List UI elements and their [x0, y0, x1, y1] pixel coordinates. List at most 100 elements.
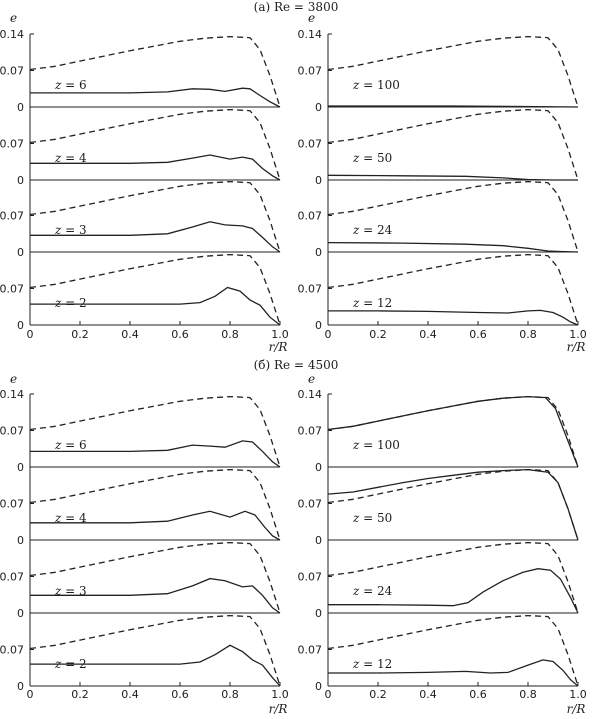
x-tick-label: 0.6	[469, 328, 487, 341]
x-tick-label: 0.4	[121, 688, 139, 701]
y-tick-label: 0.07	[298, 425, 323, 438]
profile-curve-solid	[328, 659, 579, 687]
reference-curve-dashed	[29, 108, 281, 181]
panel: 0.07 0 z = 4	[0, 108, 281, 187]
y-axis-label: e	[308, 11, 315, 25]
panel: 0.07 0 z = 24	[298, 180, 579, 259]
x-tick-label: 0.4	[419, 688, 437, 701]
x-tick-label: 1.0	[271, 328, 289, 341]
panel-label: z = 100	[352, 78, 400, 92]
y-tick-label: 0.07	[298, 571, 323, 584]
panel: 0.07 0 z = 50	[298, 468, 579, 547]
y-tick-label: 0	[17, 461, 24, 474]
panel: 0.14 0.07 0 z = 100	[298, 28, 579, 114]
reference-curve-dashed	[327, 35, 579, 108]
panel-label: z = 2	[54, 296, 87, 310]
x-tick-label: 1.0	[569, 328, 587, 341]
y-tick-label: 0.07	[298, 210, 323, 223]
y-axis-label: e	[10, 372, 17, 386]
y-tick-label: 0	[17, 246, 24, 259]
profile-curve-solid	[30, 644, 281, 687]
reference-curve-dashed	[29, 35, 281, 108]
y-tick-label: 0.07	[298, 498, 323, 511]
y-axis-label: e	[308, 372, 315, 386]
profile-curve-solid	[328, 568, 579, 614]
panel: 0.07 0 z = 2	[0, 614, 281, 693]
x-tick-label: 0.8	[221, 328, 239, 341]
y-tick-label: 0	[17, 534, 24, 547]
x-tick-label: 0	[27, 688, 34, 701]
x-tick-label: 0.8	[519, 688, 537, 701]
x-tick-label: 0	[325, 328, 332, 341]
y-tick-label: 0	[315, 319, 322, 332]
reference-curve-dashed	[29, 253, 281, 326]
panel: 0.14 0.07 0 z = 6	[0, 388, 281, 474]
profile-curve-solid	[327, 174, 578, 181]
x-tick-label: 0.6	[171, 688, 189, 701]
y-tick-label: 0	[17, 607, 24, 620]
y-tick-label: 0.07	[0, 498, 24, 511]
panel: 0.07 0 z = 3	[0, 541, 281, 620]
panel: 0.14 0.07 0 z = 6	[0, 28, 281, 114]
panel-label: z = 4	[54, 511, 87, 525]
profile-curve-solid	[328, 309, 579, 326]
panel-label: z = 6	[54, 438, 87, 452]
x-tick-label: 0.6	[171, 328, 189, 341]
y-tick-label: 0.07	[298, 283, 323, 296]
x-axis-label: r/R	[567, 702, 586, 716]
y-tick-label: 0	[17, 101, 24, 114]
panel: 0.07 0 z = 4	[0, 468, 281, 547]
x-tick-label: 1.0	[569, 688, 587, 701]
reference-curve-dashed	[327, 108, 579, 181]
chart-title: (a) Re = 3800	[254, 0, 339, 14]
panel: 0.07 0 z = 12	[298, 614, 579, 693]
profile-curve-solid	[327, 395, 579, 468]
x-tick-label: 0.4	[121, 328, 139, 341]
x-axis-label: r/R	[269, 340, 288, 354]
reference-curve-dashed	[327, 541, 579, 614]
x-tick-label: 0	[27, 328, 34, 341]
panel-label: z = 24	[352, 584, 393, 598]
panel: 0.07 0 z = 50	[298, 108, 579, 187]
y-tick-label: 0	[17, 680, 24, 693]
panel-label: z = 50	[352, 511, 392, 525]
panel-label: z = 6	[54, 78, 87, 92]
x-tick-label: 0.6	[469, 688, 487, 701]
profile-curve-solid	[30, 440, 281, 468]
panel: 0.14 0.07 0 z = 100	[298, 388, 579, 474]
profile-curve-solid	[30, 286, 281, 326]
x-tick-label: 0.8	[519, 328, 537, 341]
y-tick-label: 0.07	[0, 644, 24, 657]
profile-curve-solid	[328, 105, 579, 108]
y-tick-label: 0.14	[0, 388, 24, 401]
profile-curve-solid	[30, 577, 281, 614]
reference-curve-dashed	[29, 395, 281, 468]
reference-curve-dashed	[29, 541, 281, 614]
y-tick-label: 0	[17, 174, 24, 187]
reference-curve-dashed	[327, 614, 579, 687]
reference-curve-dashed	[29, 468, 281, 541]
y-tick-label: 0	[17, 319, 24, 332]
y-tick-label: 0.07	[0, 425, 24, 438]
y-tick-label: 0	[315, 461, 322, 474]
profile-curve-solid	[30, 87, 281, 108]
reference-curve-dashed	[327, 468, 579, 541]
y-tick-label: 0.07	[298, 138, 323, 151]
y-tick-label: 0.14	[298, 28, 323, 41]
panel: 0.07 0 z = 24	[298, 541, 579, 620]
y-axis-label: e	[10, 11, 17, 25]
y-tick-label: 0	[315, 101, 322, 114]
y-tick-label: 0.07	[0, 283, 24, 296]
x-tick-label: 0.2	[71, 328, 89, 341]
profile-curve-solid	[30, 221, 281, 253]
x-tick-label: 0.2	[369, 688, 387, 701]
profile-curve-solid	[327, 241, 579, 253]
y-tick-label: 0	[315, 534, 322, 547]
y-tick-label: 0.07	[0, 138, 24, 151]
panel: 0.07 0 z = 12	[298, 253, 579, 332]
y-tick-label: 0	[315, 607, 322, 620]
x-tick-label: 0.8	[221, 688, 239, 701]
